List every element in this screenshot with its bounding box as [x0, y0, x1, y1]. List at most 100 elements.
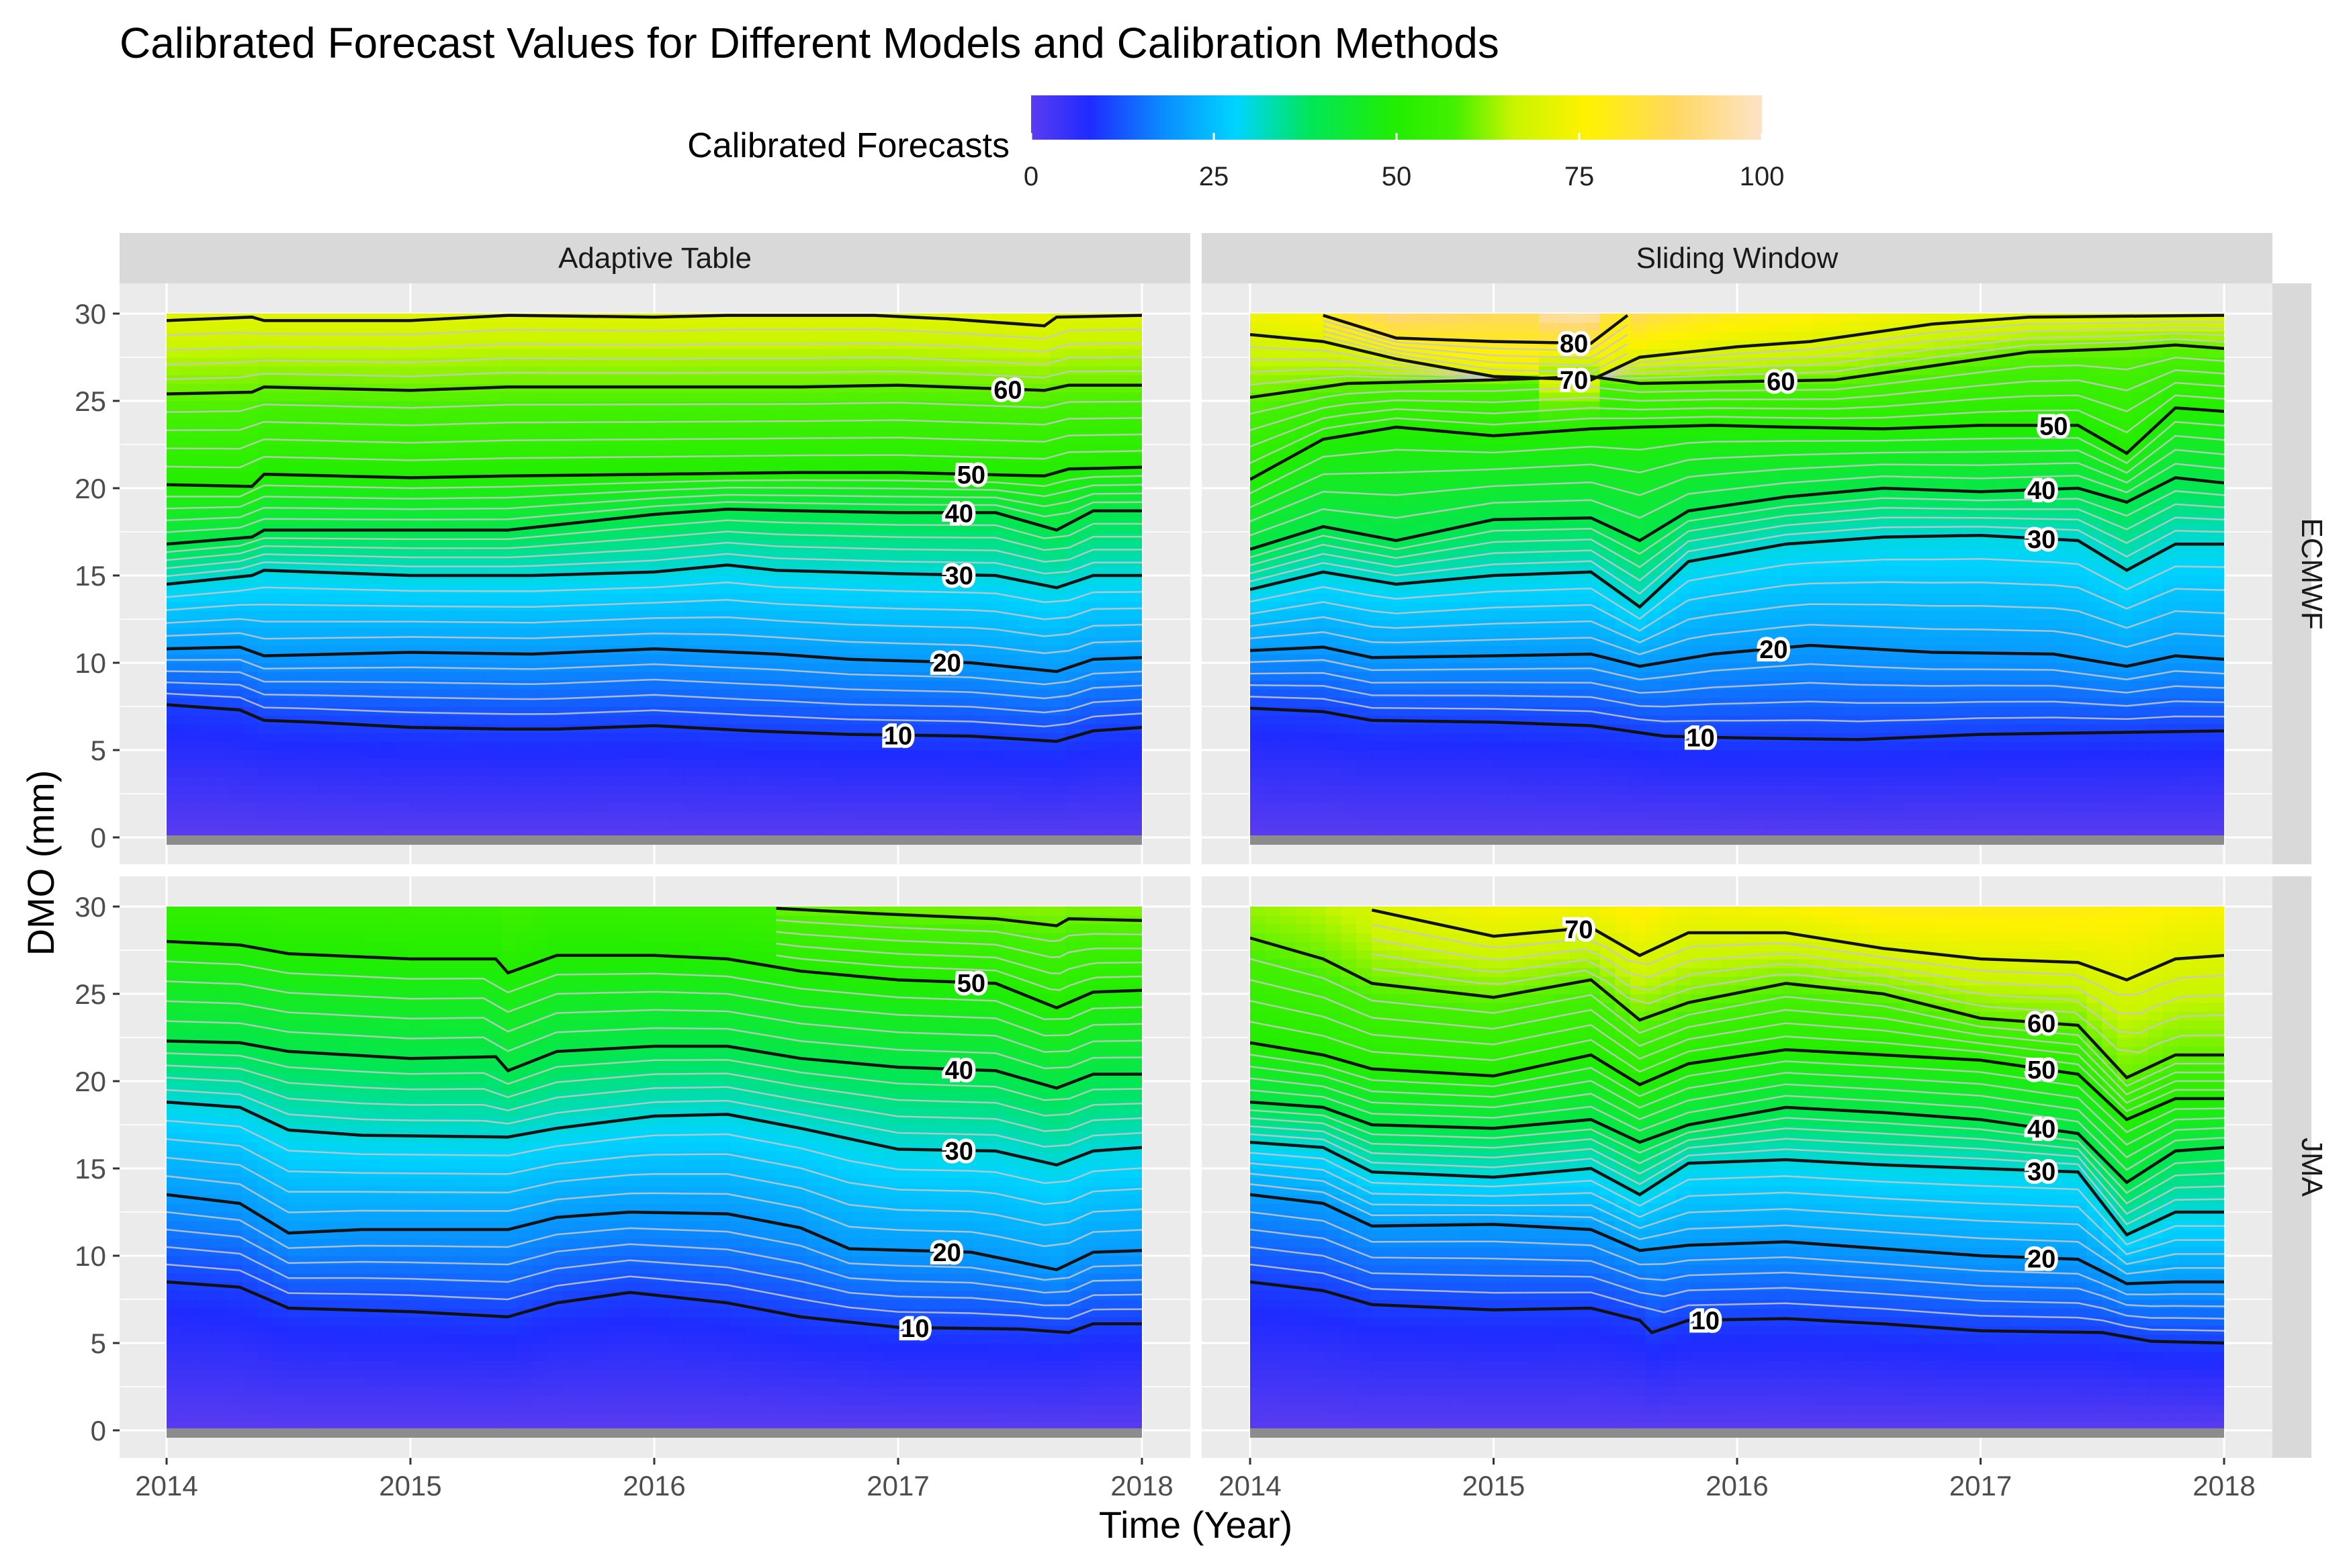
contour-label: 80: [1560, 330, 1588, 359]
minor-contour-line: [167, 1119, 1142, 1185]
minor-contour-line: [167, 475, 1142, 498]
y-tick-label: 25: [75, 978, 106, 1010]
minor-contour-line: [1250, 1065, 2224, 1146]
minor-contour-line: [167, 417, 1142, 431]
contour-line-20: [167, 1193, 1142, 1272]
minor-contour-line: [1250, 1263, 2224, 1332]
minor-contour-line: [1372, 953, 2224, 1034]
legend-tick-label: 50: [1382, 162, 1412, 191]
contour-line-80: [1323, 314, 1629, 345]
minor-contour-line: [167, 328, 1142, 340]
minor-contour-line: [1250, 1152, 2224, 1246]
minor-contour-line: [167, 433, 1142, 450]
contour-label: 50: [957, 461, 985, 490]
contour-label: 20: [2027, 1245, 2055, 1273]
minor-contour-line: [167, 1246, 1142, 1307]
minor-contour-line: [167, 1064, 1142, 1117]
contour-line-20: [1250, 1193, 2224, 1285]
minor-contour-line: [1250, 1117, 2224, 1205]
minor-contour-line: [1250, 978, 2224, 1096]
y-tick-label: 10: [75, 647, 106, 679]
contour-line-10: [1250, 1280, 2224, 1345]
minor-contour-line: [1250, 434, 2224, 508]
minor-contour-line: [1250, 326, 2224, 379]
y-tick-label: 10: [75, 1240, 106, 1272]
contour-line-70: [1371, 909, 2224, 982]
minor-contour-line: [1250, 1054, 2224, 1134]
contour-label: 60: [2027, 1010, 2055, 1038]
minor-contour-line: [167, 450, 1142, 469]
minor-contour-line: [1323, 335, 1628, 374]
panel-jma-sliding-window: 10 20 30 40 50 60 70 2014 2015 2016 2017 2018: [1202, 876, 2272, 1502]
minor-contour-line: [1250, 603, 2224, 644]
column-strip: [1202, 233, 2272, 283]
y-tick-label: 5: [91, 1328, 106, 1359]
minor-contour-line: [167, 342, 1142, 353]
contour-label: 70: [1560, 367, 1588, 395]
contour-label: 40: [945, 1056, 973, 1085]
minor-contour-line: [167, 400, 1142, 413]
minor-contour-line: [167, 1076, 1142, 1132]
forecast-raster: [1250, 907, 2224, 1430]
contour-line-30: [1250, 533, 2224, 609]
contour-label: 30: [945, 562, 973, 590]
contour-label: 20: [932, 1239, 961, 1267]
contour-line-50: [167, 939, 1142, 1010]
minor-contour-line: [167, 681, 1142, 714]
legend-tick-label: 100: [1740, 162, 1785, 191]
minor-contour-line: [167, 670, 1142, 700]
minor-contour-line: [1250, 1211, 2224, 1295]
minor-contour-line: [1250, 338, 2224, 386]
contour-line-10: [167, 703, 1142, 743]
contour-label: 10: [1686, 725, 1714, 753]
minor-contour-line: [167, 659, 1142, 686]
minor-contour-line: [1372, 938, 2224, 1015]
minor-contour-line: [776, 931, 1142, 958]
minor-contour-line: [1250, 381, 2224, 448]
contour-label: 60: [993, 376, 1022, 404]
minor-contour-line: [167, 553, 1142, 578]
zero-band: [167, 835, 1142, 845]
contour-line-70: [167, 314, 1142, 328]
minor-contour-line: [1250, 1172, 2224, 1265]
y-tick-label: 0: [91, 1415, 106, 1446]
minor-contour-line: [776, 942, 1142, 974]
x-tick-label: 2017: [867, 1470, 929, 1502]
contour-line-30: [1250, 1140, 2224, 1237]
contour-line-60: [776, 907, 1142, 927]
contour-label: 20: [1759, 636, 1787, 664]
minor-contour-line: [167, 1211, 1142, 1281]
contour-label: 70: [1564, 916, 1593, 944]
x-tick-label: 2014: [1219, 1470, 1281, 1502]
minor-contour-line: [167, 1156, 1142, 1226]
x-axis-label: Time (Year): [1099, 1504, 1292, 1546]
column-strip: [120, 233, 1190, 283]
contour-line-20: [167, 645, 1142, 674]
minor-contour-line: [1250, 332, 2224, 379]
legend-title: Calibrated Forecasts: [687, 126, 1010, 165]
y-tick-label: 30: [75, 298, 106, 330]
forecast-raster: [1250, 314, 2224, 837]
minor-contour-line: [1250, 696, 2224, 723]
contour-line-60: [1250, 343, 2224, 400]
minor-contour-line: [1250, 1133, 2224, 1226]
contour-line-60: [1250, 936, 2224, 1080]
minor-contour-line: [167, 598, 1142, 620]
minor-contour-line: [1250, 449, 2224, 522]
minor-contour-line: [1250, 503, 2224, 568]
contour-label: 50: [957, 970, 985, 998]
minor-contour-line: [167, 960, 1142, 1021]
x-tick-label: 2016: [623, 1470, 685, 1502]
column-strip-label: Adaptive Table: [558, 242, 752, 275]
minor-contour-line: [1250, 581, 2224, 632]
legend-color-bar: [1031, 95, 1762, 140]
contour-label: 40: [945, 500, 973, 528]
minor-contour-line: [167, 1052, 1142, 1101]
minor-contour-line: [167, 616, 1142, 637]
panel-ecmwf-adaptive-table: 10 20 30 40 50 60 0 5 10 15 20 25 30: [75, 283, 1190, 864]
minor-contour-line: [167, 1228, 1142, 1294]
y-tick-label: 20: [75, 473, 106, 504]
minor-contour-line: [167, 1089, 1142, 1148]
minor-contour-line: [167, 541, 1142, 569]
